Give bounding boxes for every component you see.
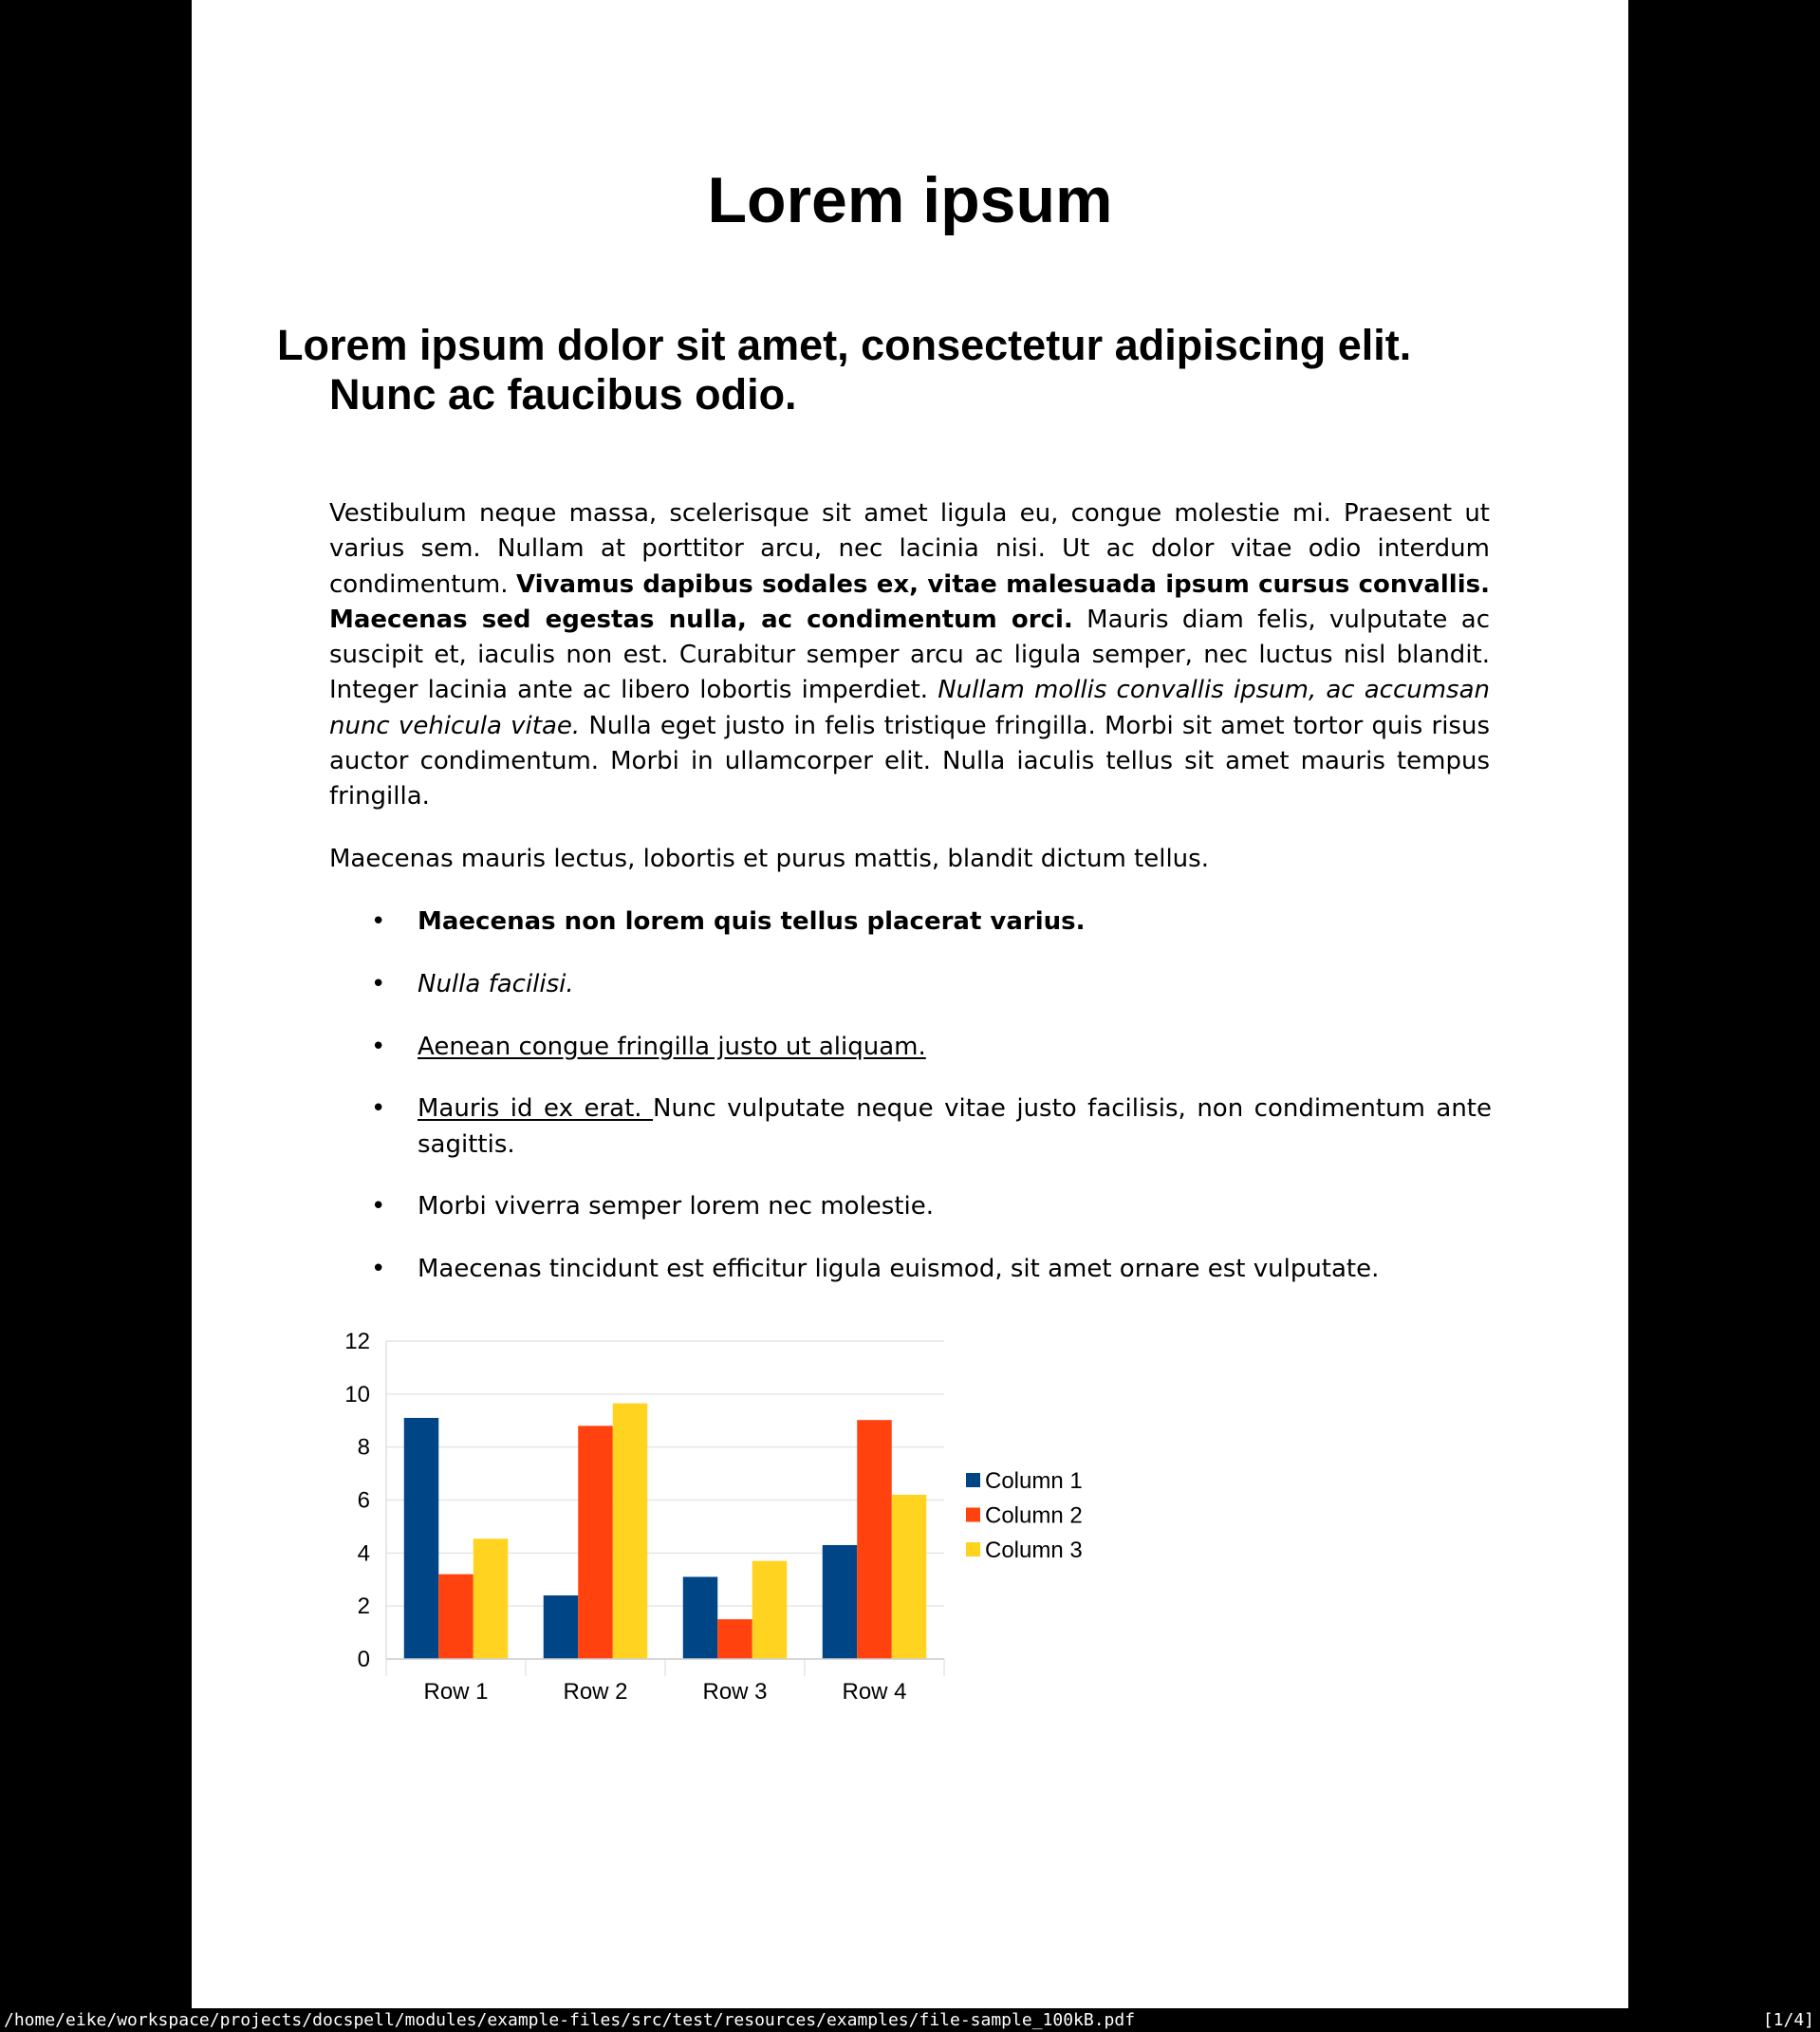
bar-column-2 bbox=[438, 1574, 474, 1659]
paragraph-text: Mauris diam felis, vulputate ac suscipit… bbox=[329, 605, 1490, 705]
legend-swatch bbox=[966, 1473, 980, 1487]
legend-label: Column 2 bbox=[985, 1503, 1083, 1529]
bullet-icon: • bbox=[371, 1255, 386, 1284]
list-item-text: Nunc vulputate neque vitae justo facilis… bbox=[418, 1094, 1492, 1159]
legend-label: Column 3 bbox=[985, 1538, 1083, 1563]
y-tick-label: 2 bbox=[358, 1594, 370, 1619]
y-tick-label: 8 bbox=[358, 1435, 370, 1461]
paragraph-text: Nulla eget justo in felis tristique frin… bbox=[329, 711, 1490, 811]
bar-column-2 bbox=[717, 1619, 752, 1659]
list-item-text: Morbi viverra semper lorem nec molestie. bbox=[418, 1192, 935, 1221]
legend-label: Column 1 bbox=[985, 1468, 1083, 1494]
page-indicator: [1/4] bbox=[1762, 2010, 1814, 2030]
bullet-icon: • bbox=[371, 1192, 386, 1221]
list-item-text: Maecenas tincidunt est efficitur ligula … bbox=[418, 1255, 1380, 1284]
x-tick-label: Row 2 bbox=[563, 1679, 627, 1705]
list-item: • Aenean congue fringilla justo ut aliqua… bbox=[329, 1030, 1492, 1065]
bullet-list: • Maecenas non lorem quis tellus placerat… bbox=[329, 904, 1492, 1314]
legend-swatch bbox=[966, 1507, 980, 1522]
y-tick-label: 6 bbox=[358, 1488, 370, 1514]
list-item-text: Maecenas non lorem quis tellus placerat … bbox=[418, 907, 1086, 936]
y-tick-label: 4 bbox=[358, 1540, 370, 1566]
pdf-page: Lorem ipsum Lorem ipsum dolor sit amet, … bbox=[192, 0, 1628, 2008]
list-item: • Morbi viverra semper lorem nec molestie… bbox=[329, 1189, 1492, 1224]
bar-column-3 bbox=[891, 1494, 927, 1659]
y-tick-label: 12 bbox=[344, 1329, 370, 1354]
list-item-text: Mauris id ex erat. bbox=[418, 1094, 654, 1124]
bar-column-3 bbox=[612, 1403, 648, 1659]
list-item-text: Aenean congue fringilla justo ut aliquam… bbox=[418, 1032, 926, 1061]
bar-column-3 bbox=[473, 1538, 509, 1659]
document-title: Lorem ipsum bbox=[707, 164, 1113, 236]
paragraph-1: Vestibulum neque massa, scelerisque sit … bbox=[329, 496, 1490, 815]
status-bar: /home/eike/workspace/projects/docspell/m… bbox=[0, 2008, 1820, 2032]
bullet-icon: • bbox=[371, 969, 386, 998]
legend-swatch bbox=[966, 1542, 980, 1557]
bullet-icon: • bbox=[371, 1032, 386, 1061]
x-tick-label: Row 4 bbox=[842, 1679, 906, 1705]
bullet-icon: • bbox=[371, 907, 386, 936]
bold-text: Vivamus dapibus sodales ex, vitae malesu… bbox=[329, 569, 1490, 634]
bar-chart: 0 2 4 6 8 10 12 Row 1 Row 2 Row 3 Row 4 Column 1 Col… bbox=[344, 1329, 1083, 1705]
bar-column-2 bbox=[857, 1420, 892, 1659]
list-item: • Mauris id ex erat. Nunc vulputate neque… bbox=[329, 1091, 1492, 1163]
document-heading: Lorem ipsum dolor sit amet, consectetur … bbox=[277, 321, 1412, 419]
list-item: • Nulla facilisi. bbox=[329, 967, 1492, 1002]
bar-column-1 bbox=[682, 1576, 718, 1659]
bar-column-2 bbox=[578, 1426, 613, 1659]
list-item: • Maecenas tincidunt est efficitur ligula… bbox=[329, 1252, 1492, 1287]
y-tick-label: 0 bbox=[358, 1647, 370, 1672]
bar-column-3 bbox=[752, 1560, 788, 1659]
list-item: • Maecenas non lorem quis tellus placerat… bbox=[329, 904, 1492, 940]
x-tick-label: Row 3 bbox=[702, 1679, 767, 1705]
x-tick-label: Row 1 bbox=[423, 1679, 488, 1705]
bullet-icon: • bbox=[371, 1094, 386, 1124]
bar-column-1 bbox=[822, 1544, 858, 1659]
italic-text: Nullam mollis convallis ipsum, ac accums… bbox=[329, 676, 1491, 740]
list-item-text: Nulla facilisi. bbox=[418, 969, 574, 998]
y-tick-label: 10 bbox=[344, 1382, 370, 1407]
bar-column-1 bbox=[403, 1417, 439, 1659]
file-path: /home/eike/workspace/projects/docspell/m… bbox=[4, 2010, 1136, 2030]
bar-column-1 bbox=[543, 1595, 579, 1659]
paragraph-2: Maecenas mauris lectus, lobortis et puru… bbox=[329, 845, 1209, 873]
paragraph-text: Vestibulum neque massa, scelerisque sit … bbox=[329, 499, 1490, 599]
